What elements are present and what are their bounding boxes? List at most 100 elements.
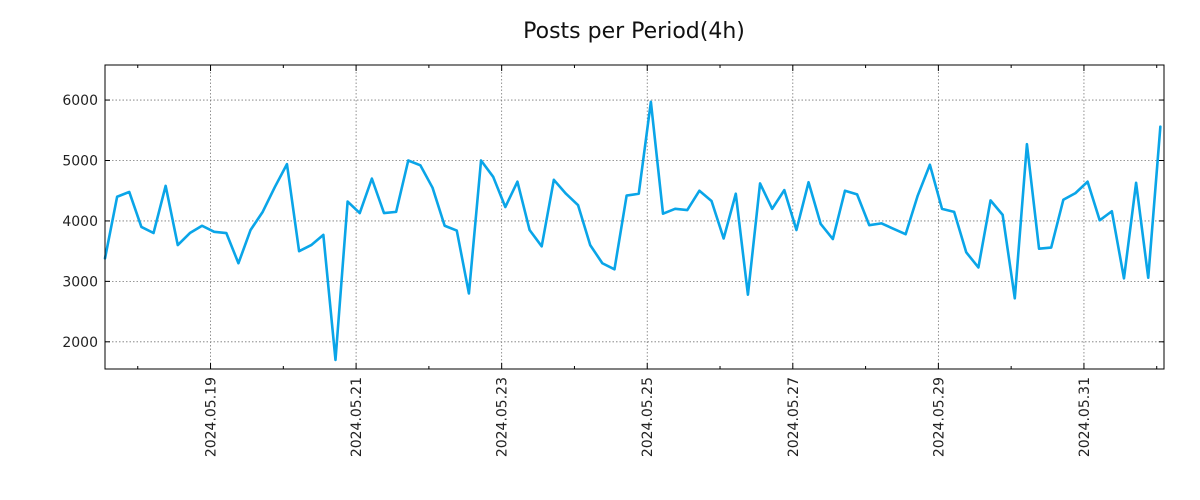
data-point (274, 186, 276, 188)
data-point (722, 237, 725, 240)
data-point (468, 292, 470, 295)
data-point (710, 200, 713, 202)
data-point (759, 182, 761, 185)
data-point (1159, 125, 1162, 128)
data-point (1123, 277, 1125, 280)
data-point (540, 245, 543, 248)
plot-frame (104, 64, 1165, 370)
data-point (674, 208, 676, 210)
x-tick-label: 2024.05.27 (786, 377, 802, 457)
data-point (443, 224, 446, 227)
data-point (1086, 180, 1089, 183)
data-point (1050, 246, 1052, 249)
data-point (832, 238, 834, 240)
data-point (286, 163, 288, 165)
data-point (419, 164, 422, 167)
data-point (819, 223, 822, 225)
data-point (1001, 214, 1004, 216)
data-point (176, 244, 179, 246)
data-point (686, 209, 689, 211)
data-point (807, 181, 810, 184)
data-point (662, 212, 664, 215)
data-point (1135, 182, 1137, 184)
series-layer (103, 100, 1162, 362)
data-point (310, 244, 313, 246)
data-point (140, 226, 143, 228)
x-tick-label: 2024.05.25 (640, 377, 656, 457)
data-point (880, 222, 883, 225)
data-point (989, 199, 992, 202)
data-point (1147, 276, 1150, 279)
data-point (795, 229, 798, 231)
data-point (249, 229, 252, 231)
y-tick-label: 2000 (62, 335, 98, 351)
data-point (698, 189, 701, 192)
data-point (213, 231, 215, 233)
data-point (747, 293, 749, 296)
data-point (601, 262, 604, 265)
data-point (553, 179, 555, 181)
tick-layer: 2000 3000 4000 5000 6000 2024.05.19 2024.05.21… (62, 65, 1164, 457)
data-point (1074, 192, 1077, 194)
data-point (868, 224, 871, 226)
data-point (941, 208, 943, 210)
data-point (504, 206, 507, 208)
data-point (1111, 210, 1113, 213)
data-point (577, 204, 579, 207)
grid-layer (105, 65, 1164, 369)
data-point (771, 208, 773, 210)
data-point (1038, 247, 1040, 250)
x-tick-label: 2024.05.19 (204, 377, 220, 457)
data-point (892, 227, 895, 230)
data-point (734, 192, 737, 195)
data-point (625, 194, 628, 197)
data-point (856, 193, 858, 196)
data-point (431, 186, 434, 189)
data-point (201, 224, 203, 227)
data-point (152, 232, 155, 234)
data-point (237, 262, 240, 265)
data-point (322, 234, 325, 236)
data-point (492, 176, 494, 178)
data-point (455, 229, 458, 232)
data-point (953, 211, 955, 213)
x-tick-label: 2024.05.21 (349, 377, 365, 457)
data-point (528, 229, 531, 231)
data-point (1026, 143, 1028, 145)
data-point (613, 268, 616, 271)
data-point (977, 266, 980, 269)
x-tick-label: 2024.05.29 (931, 377, 947, 457)
data-point (116, 195, 118, 198)
data-point (298, 250, 300, 252)
data-point (189, 232, 191, 234)
data-point (965, 251, 968, 254)
data-point (358, 212, 361, 214)
data-point (844, 189, 846, 192)
data-point (480, 159, 482, 162)
data-point (565, 192, 567, 195)
data-point (261, 211, 264, 213)
data-point (1098, 219, 1101, 222)
data-point (929, 163, 931, 166)
data-point (916, 194, 919, 197)
data-point (637, 192, 640, 195)
y-tick-label: 3000 (62, 274, 98, 290)
data-point (783, 189, 786, 191)
data-point (128, 191, 131, 193)
data-point (1062, 198, 1065, 201)
x-tick-label: 2024.05.31 (1077, 377, 1093, 457)
series-line-posts (103, 100, 1162, 362)
data-point (383, 212, 385, 214)
data-point (516, 180, 519, 183)
data-point (395, 211, 397, 213)
x-tick-label: 2024.05.23 (495, 377, 511, 457)
data-point (589, 244, 592, 246)
chart-title: Posts per Period(4h) (523, 19, 745, 44)
data-point (371, 177, 373, 180)
data-point (407, 159, 410, 162)
data-point (650, 101, 652, 103)
data-point (346, 200, 349, 203)
data-point (164, 185, 167, 187)
data-point (904, 233, 907, 236)
